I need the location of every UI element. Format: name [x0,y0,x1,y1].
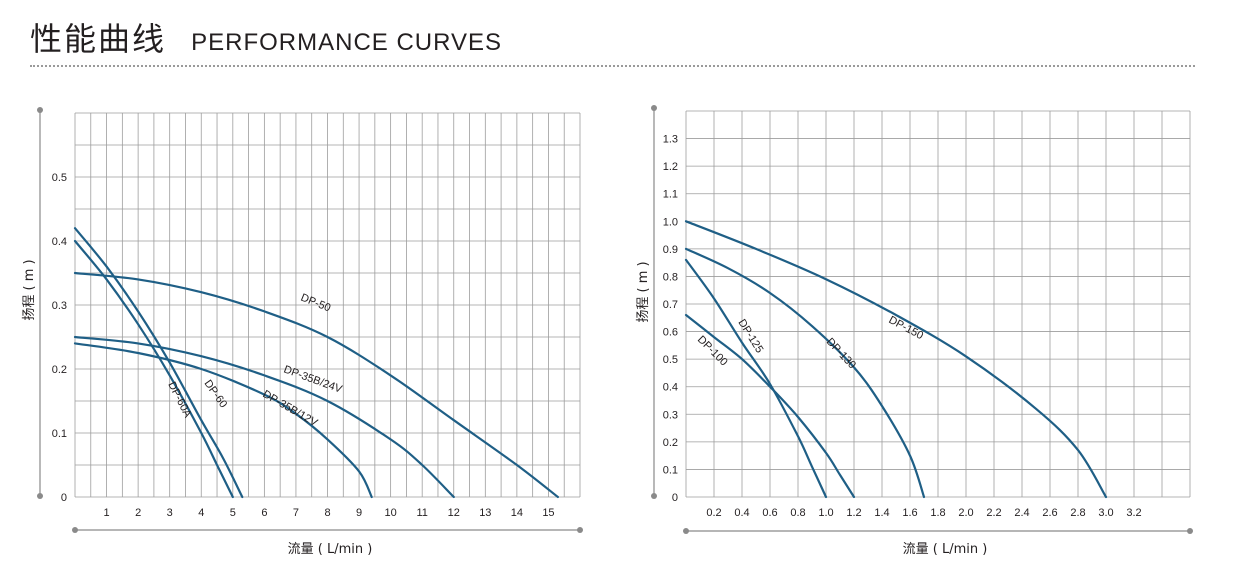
x-axis-title: 流量 ( L/min ) [903,542,988,557]
y-tick-label: 0.6 [663,327,678,339]
x-tick-label: 1.4 [874,507,889,519]
y-axis-title: 扬程 ( m ) [636,261,651,322]
x-tick-label: 0.8 [790,507,805,519]
curve-dp-100 [684,313,856,499]
chart-grid [685,110,1191,498]
x-axis-dot-left [72,527,78,533]
x-tick-label: 3.0 [1098,507,1113,519]
x-tick-label: 8 [324,507,330,519]
y-tick-label: 0.7 [663,299,678,311]
chart-2: 0 0.1 0.2 0.3 0.4 0.5 0.6 0.7 0.8 0.9 1.0 1.1 1.2 1.3… [636,105,1193,557]
x-tick-label: 0.2 [706,507,721,519]
x-tick-label: 3 [167,507,173,519]
y-tick-label: 0.9 [663,244,678,256]
curve-label: DP-35B/24V [282,364,344,396]
y-axis-title: 扬程 ( m ) [22,259,37,320]
y-tick-label: 0.3 [52,300,67,312]
curve-dp-130 [684,247,926,499]
curve-dp-60 [73,227,244,499]
y-tick-label: 1.0 [663,216,678,228]
x-tick-label: 7 [293,507,299,519]
y-tick-label: 1.1 [663,189,678,201]
y-tick-label: 0 [672,492,678,504]
x-tick-label: 2.2 [986,507,1001,519]
y-tick-label: 0.2 [663,437,678,449]
header-dotted-rule [30,65,1195,67]
x-tick-label: 1.8 [930,507,945,519]
x-tick-label: 14 [511,507,523,519]
x-tick-label: 1 [104,507,110,519]
x-tick-label: 3.2 [1126,507,1141,519]
curve-dp-50 [73,271,559,499]
x-tick-label: 2.0 [958,507,973,519]
y-tick-label: 0.1 [52,428,67,440]
x-tick-label: 2.8 [1070,507,1085,519]
y-axis-dot-top [37,107,43,113]
curve-dp-35b-12v [73,342,373,499]
y-tick-label: 0.3 [663,409,678,421]
x-tick-label: 12 [448,507,460,519]
y-tick-label: 0.4 [52,236,67,248]
x-tick-label: 1.0 [818,507,833,519]
y-tick-label: 0 [61,492,67,504]
curve-dp-60a [73,239,234,499]
curve-dp-125 [684,258,828,499]
curve-label: DP-100 [695,334,730,369]
y-tick-label: 0.4 [663,382,678,394]
x-tick-label: 9 [356,507,362,519]
x-tick-label: 2 [135,507,141,519]
curve-label: DP-125 [735,317,765,355]
x-tick-label: 2.4 [1014,507,1029,519]
x-tick-label: 2.6 [1042,507,1057,519]
y-tick-label: 1.3 [663,134,678,146]
page-header: 性能曲线 PERFORMANCE CURVES [30,14,1195,70]
y-axis-dot-bottom [651,493,657,499]
y-axis-dot-top [651,105,657,111]
x-tick-label: 5 [230,507,236,519]
curve-label: DP-60 [202,378,230,410]
chart-grid [74,112,581,498]
x-axis-dot-right [1187,528,1193,534]
x-tick-label: 1.6 [902,507,917,519]
y-axis-dot-bottom [37,493,43,499]
curve-label: DP-150 [887,314,926,342]
y-tick-label: 0.8 [663,271,678,283]
x-axis-dot-left [683,528,689,534]
x-tick-label: 0.6 [762,507,777,519]
x-tick-label: 11 [416,507,427,519]
x-tick-label: 4 [198,507,204,519]
title-english: PERFORMANCE CURVES [191,29,503,56]
title-chinese: 性能曲线 [30,20,167,58]
y-tick-label: 0.5 [663,354,678,366]
y-tick-label: 1.2 [663,161,678,173]
x-tick-label: 10 [385,507,397,519]
x-axis-dot-right [577,527,583,533]
x-tick-label: 13 [479,507,491,519]
x-tick-label: 1.2 [846,507,861,519]
y-tick-label: 0.5 [52,172,67,184]
curve-dp-35b-24v [73,335,455,499]
x-tick-label: 6 [261,507,267,519]
curve-label: DP-130 [824,336,858,371]
x-axis-title: 流量 ( L/min ) [288,542,373,557]
y-tick-label: 0.2 [52,364,67,376]
y-tick-label: 0.1 [663,464,678,476]
chart-1: 00.10.20.30.40.51 2 3 4 5 6 7 8 9 10 11 12 13 14 15扬程 … [22,107,583,557]
curve-dp-150 [684,220,1108,499]
x-tick-label: 15 [542,507,554,519]
x-tick-label: 0.4 [734,507,749,519]
